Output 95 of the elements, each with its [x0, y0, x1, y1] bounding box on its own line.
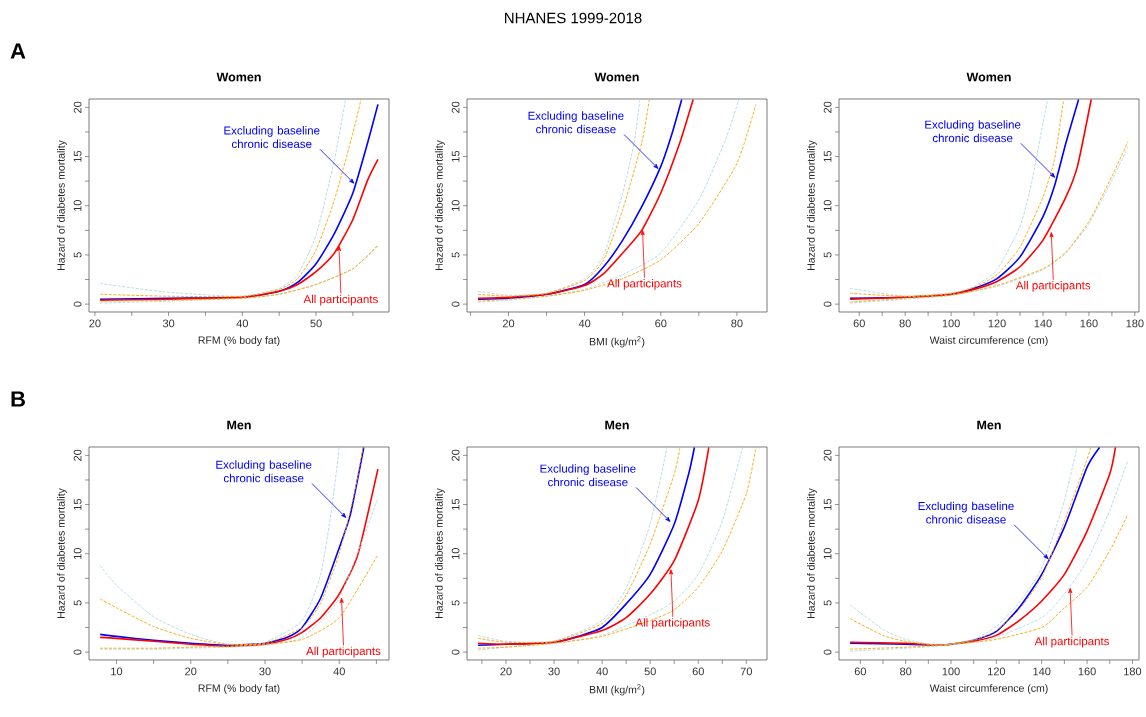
x-tick-label: 40 — [578, 319, 591, 328]
x-tick-label: 140 — [1034, 319, 1052, 328]
y-tick-label: 5 — [73, 252, 82, 258]
x-tick-label: 10 — [111, 667, 123, 676]
x-tick-label: 160 — [1078, 667, 1096, 676]
x-tick-label: 120 — [988, 667, 1006, 676]
x-tick-label: 40 — [333, 667, 345, 676]
x-tick-label: 40 — [236, 319, 248, 328]
y-tick-label: 15 — [451, 150, 460, 162]
x-axis-title: RFM (% body fat) — [198, 684, 280, 694]
y-axis-title: Hazard of diabetes mortality — [57, 488, 67, 618]
x-axis-title: Waist circumference (cm) — [929, 684, 1048, 694]
annotation: All participants — [607, 278, 682, 290]
x-axis-title: BMI (kg/m$^{2}$) — [589, 684, 645, 696]
x-tick-label: 20 — [502, 319, 515, 328]
annotation: Excluding baseline chronic disease — [918, 501, 1014, 524]
x-tick-label: 30 — [259, 667, 271, 676]
x-tick-label: 70 — [740, 667, 753, 676]
y-tick-label: 20 — [73, 449, 82, 461]
x-tick-label: 20 — [89, 319, 101, 328]
x-tick-label: 180 — [1124, 667, 1142, 676]
y-tick-label: 10 — [823, 548, 832, 560]
annotation: All participants — [635, 618, 710, 629]
y-tick-label: 0 — [73, 301, 82, 307]
text: B — [11, 391, 25, 407]
x-tick-label: 80 — [899, 319, 911, 328]
chart-title: Women — [216, 72, 261, 82]
x-tick-label: 100 — [942, 667, 960, 676]
x-tick-label: 80 — [900, 667, 912, 676]
x-tick-label: 60 — [692, 667, 704, 676]
x-axis-title: Waist circumference (cm) — [929, 336, 1048, 346]
x-tick-label: 180 — [1126, 319, 1144, 328]
y-axis-title: Hazard of diabetes mortality — [807, 488, 817, 618]
text: A — [10, 43, 26, 59]
x-tick-label: 50 — [644, 667, 656, 676]
y-tick-label: 5 — [823, 600, 832, 606]
y-tick-label: 20 — [823, 449, 832, 461]
x-tick-label: 20 — [185, 667, 197, 676]
x-tick-label: 160 — [1080, 319, 1098, 328]
annotation: Excluding baseline chronic disease — [540, 464, 636, 487]
y-axis-title: Hazard of diabetes mortality — [435, 140, 445, 270]
x-tick-label: 30 — [162, 319, 175, 328]
y-tick-label: 0 — [823, 301, 832, 307]
y-tick-label: 15 — [823, 498, 832, 510]
chart-title: Men — [977, 420, 1001, 430]
y-tick-label: 5 — [73, 600, 82, 606]
annotation: Excluding baseline chronic disease — [216, 460, 312, 483]
y-tick-label: 10 — [823, 200, 832, 212]
x-tick-label: 60 — [655, 319, 667, 328]
x-tick-label: 20 — [500, 667, 512, 676]
x-tick-label: 80 — [731, 319, 743, 328]
chart-title: Men — [605, 420, 629, 430]
x-tick-label: 120 — [988, 319, 1006, 328]
y-tick-label: 10 — [451, 200, 460, 212]
y-tick-label: 15 — [73, 150, 82, 162]
text: NHANES 1999-2018 — [505, 12, 642, 24]
x-tick-label: 40 — [596, 667, 608, 676]
y-tick-label: 20 — [823, 101, 832, 113]
x-tick-label: 30 — [548, 667, 560, 676]
y-tick-label: 10 — [73, 548, 82, 560]
x-tick-label: 50 — [310, 319, 322, 328]
annotation: Excluding baseline chronic disease — [528, 111, 624, 134]
y-tick-label: 0 — [451, 301, 460, 307]
y-tick-label: 20 — [73, 101, 82, 113]
y-tick-label: 5 — [451, 252, 460, 258]
chart-title: Women — [966, 72, 1011, 82]
y-axis-title: Hazard of diabetes mortality — [435, 488, 445, 618]
x-tick-label: 60 — [853, 319, 865, 328]
y-axis-title: Hazard of diabetes mortality — [807, 140, 817, 270]
x-axis-title: BMI (kg/m$^{2}$) — [589, 336, 645, 348]
annotation: All participants — [303, 294, 378, 306]
y-tick-label: 15 — [823, 150, 832, 162]
y-tick-label: 5 — [451, 600, 460, 606]
annotation: All participants — [1015, 280, 1091, 292]
y-tick-label: 0 — [451, 649, 460, 655]
x-tick-label: 100 — [942, 319, 960, 328]
annotation: All participants — [306, 646, 381, 658]
y-tick-label: 0 — [73, 649, 82, 655]
annotation: All participants — [1034, 636, 1110, 648]
annotation: Excluding baseline chronic disease — [925, 120, 1021, 143]
x-axis-title: RFM (% body fat) — [198, 336, 280, 346]
y-tick-label: 5 — [823, 252, 832, 258]
y-tick-label: 10 — [73, 200, 82, 212]
chart-title: Men — [227, 420, 251, 430]
x-tick-label: 140 — [1033, 667, 1051, 676]
y-axis-title: Hazard of diabetes mortality — [57, 140, 67, 270]
x-tick-label: 60 — [854, 667, 866, 676]
chart-title: Women — [594, 72, 639, 82]
y-tick-label: 10 — [451, 548, 460, 560]
annotation: Excluding baseline chronic disease — [224, 126, 320, 149]
y-tick-label: 20 — [451, 449, 460, 461]
y-tick-label: 0 — [823, 649, 832, 655]
y-tick-label: 15 — [73, 498, 82, 510]
y-tick-label: 20 — [451, 101, 460, 113]
y-tick-label: 15 — [451, 498, 460, 510]
